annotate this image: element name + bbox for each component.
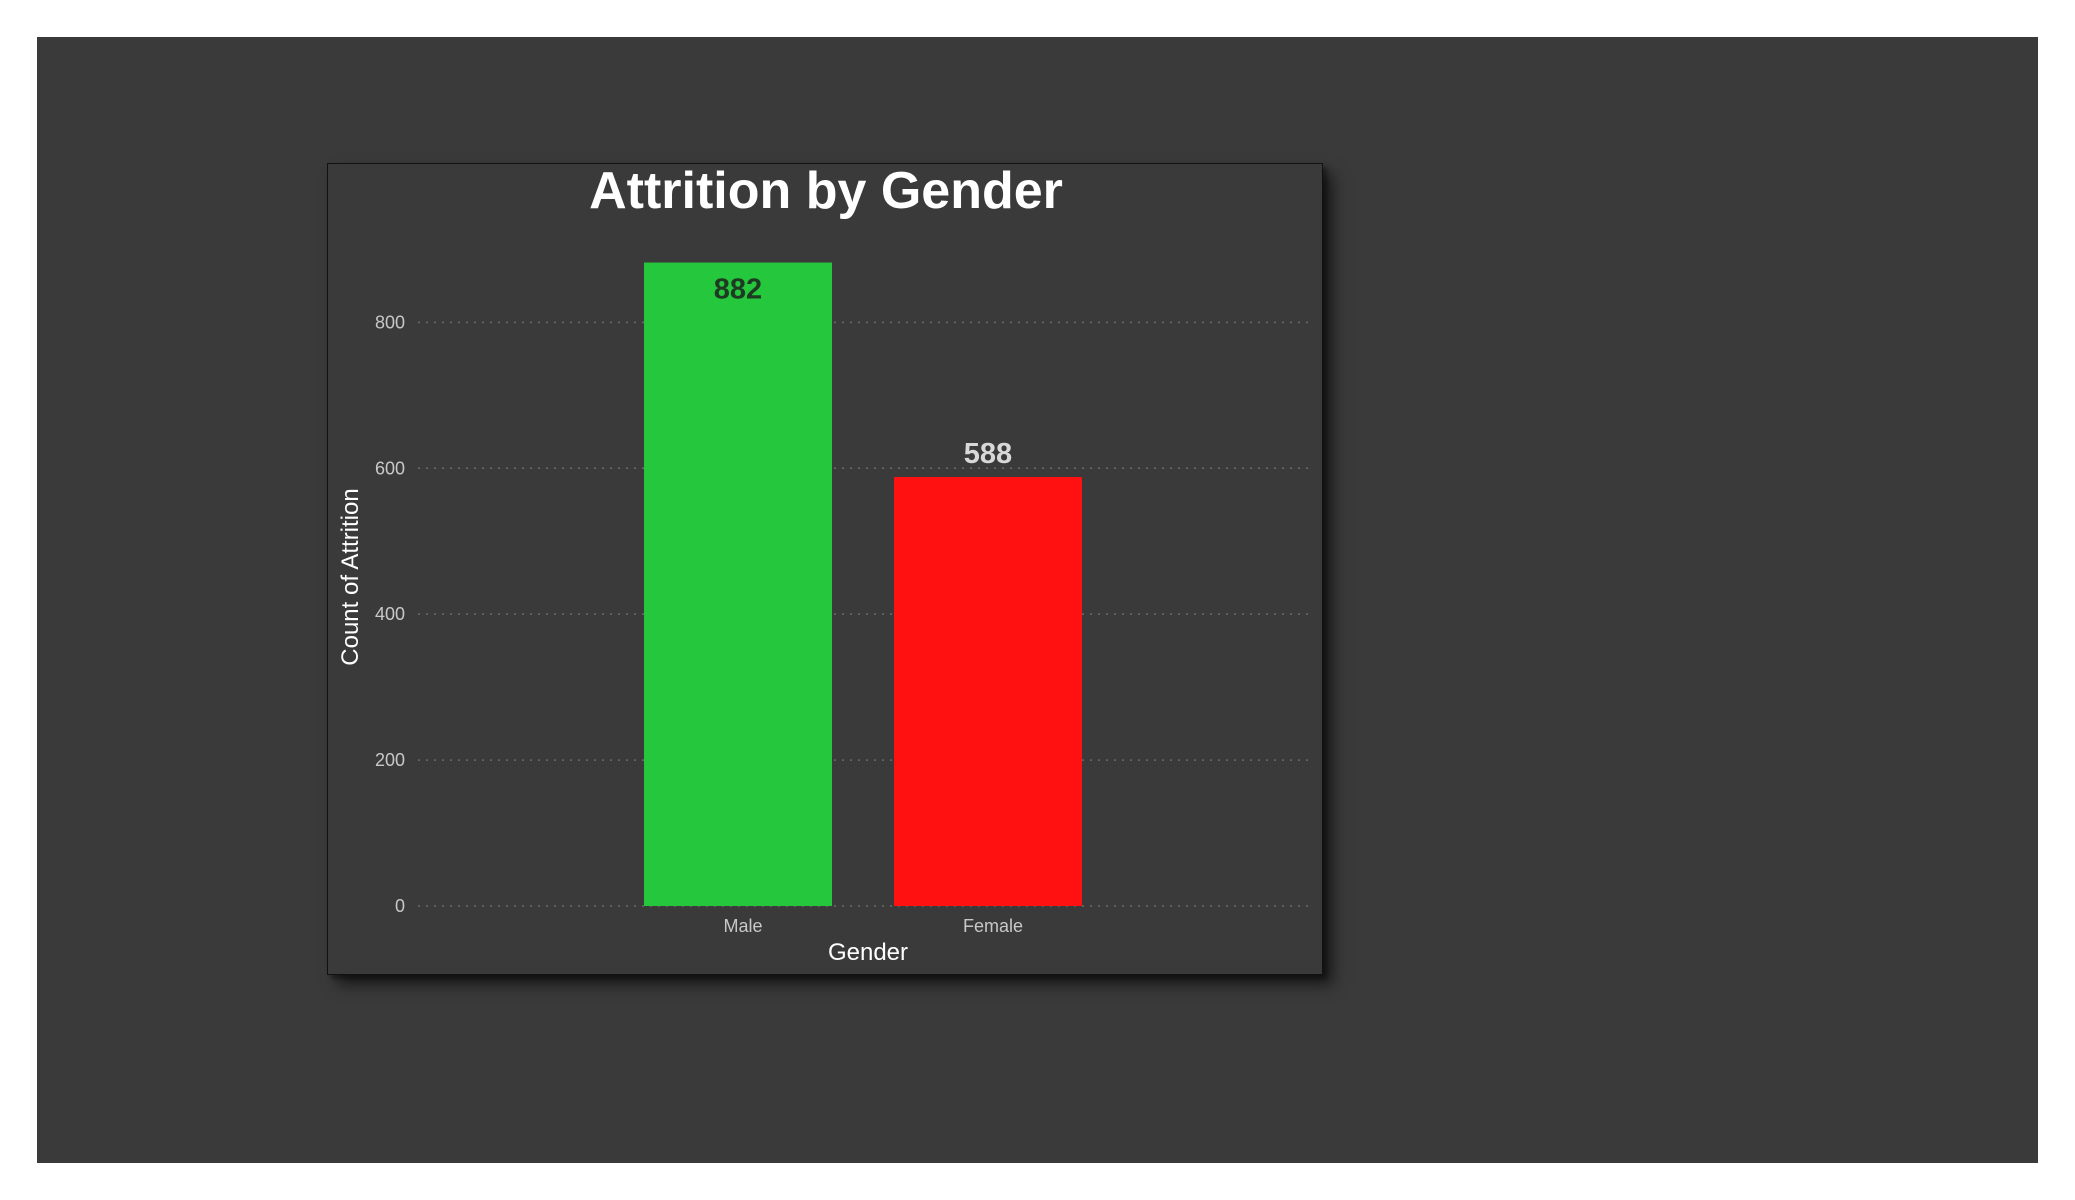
y-tick-label: 200 (375, 750, 405, 770)
y-tick-label: 0 (395, 896, 405, 916)
y-axis-title: Count of Attrition (337, 488, 364, 665)
data-label-female: 588 (964, 438, 1012, 470)
bars: 882 588 (644, 262, 1082, 906)
chart-title: Attrition by Gender (589, 164, 1063, 220)
bar-male[interactable] (644, 262, 832, 906)
y-tick-label: 800 (375, 312, 405, 332)
bar-female[interactable] (894, 477, 1082, 906)
y-tick-label: 400 (375, 604, 405, 624)
gridlines (418, 321, 1313, 907)
y-tick-label: 600 (375, 458, 405, 478)
x-tick-label-male: Male (723, 916, 762, 936)
report-canvas: Attrition by Gender 0 200 400 600 800 882 588… (37, 37, 2038, 1163)
x-tick-label-female: Female (963, 916, 1023, 936)
x-axis-ticks: Male Female (723, 916, 1023, 936)
y-axis-ticks: 0 200 400 600 800 (375, 312, 405, 916)
data-label-male: 882 (714, 274, 762, 306)
attrition-by-gender-visual[interactable]: Attrition by Gender 0 200 400 600 800 882 588… (327, 163, 1323, 975)
x-axis-title: Gender (828, 939, 908, 966)
bar-chart: Attrition by Gender 0 200 400 600 800 882 588… (337, 164, 1313, 966)
